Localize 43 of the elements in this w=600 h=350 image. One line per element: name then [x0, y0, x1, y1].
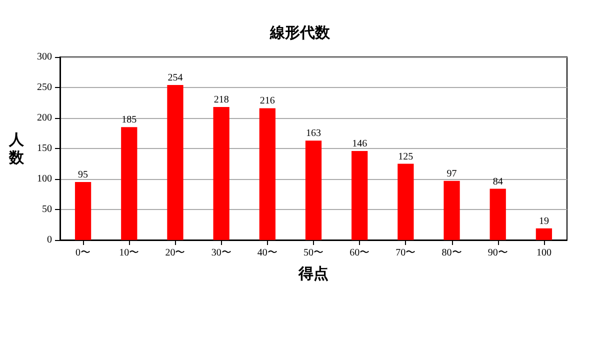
data-label: 146: [352, 138, 368, 150]
bar: [444, 180, 460, 240]
data-label: 95: [78, 170, 88, 181]
y-tick-label: 200: [37, 112, 52, 124]
x-tick-label: 20〜: [165, 248, 186, 258]
bar: [121, 127, 138, 240]
data-label: 254: [168, 72, 183, 84]
bar: [352, 150, 368, 240]
bar: [305, 140, 322, 240]
bar: [490, 188, 506, 240]
x-axis-title: 得点: [298, 264, 328, 282]
y-tick-label: 150: [37, 143, 52, 154]
data-label: 185: [122, 114, 137, 126]
data-label: 84: [492, 176, 503, 188]
chart-title: 線形代数: [269, 24, 331, 42]
x-tick-label: 100: [536, 248, 552, 258]
y-axis-title: 人数: [8, 130, 25, 166]
x-tick-label: 10〜: [119, 248, 140, 258]
data-label: 97: [446, 168, 457, 180]
data-label: 163: [306, 128, 321, 140]
x-tick-label: 60〜: [350, 248, 370, 258]
y-tick-label: 50: [42, 204, 52, 215]
y-tick-label: 300: [37, 52, 52, 62]
x-tick-label: 80〜: [442, 248, 462, 258]
bar: [213, 107, 230, 240]
x-tick-label: 50〜: [304, 248, 324, 258]
bar: [536, 228, 552, 240]
data-label: 125: [398, 151, 414, 162]
data-label: 216: [260, 96, 275, 107]
bar: [74, 182, 92, 240]
x-tick-label: 40〜: [257, 248, 278, 258]
bar: [167, 85, 184, 240]
x-tick-label: 70〜: [396, 248, 416, 258]
x-tick-label: 30〜: [211, 248, 232, 258]
y-tick-label: 100: [37, 174, 52, 184]
data-label: 218: [214, 94, 229, 106]
y-tick-label: 250: [37, 82, 52, 93]
bar: [398, 164, 414, 240]
y-tick-label: 0: [47, 234, 52, 246]
bar: [259, 108, 276, 240]
x-tick-label: 90〜: [488, 248, 508, 258]
x-tick-label: 0〜: [76, 248, 91, 258]
data-label: 19: [538, 216, 549, 227]
